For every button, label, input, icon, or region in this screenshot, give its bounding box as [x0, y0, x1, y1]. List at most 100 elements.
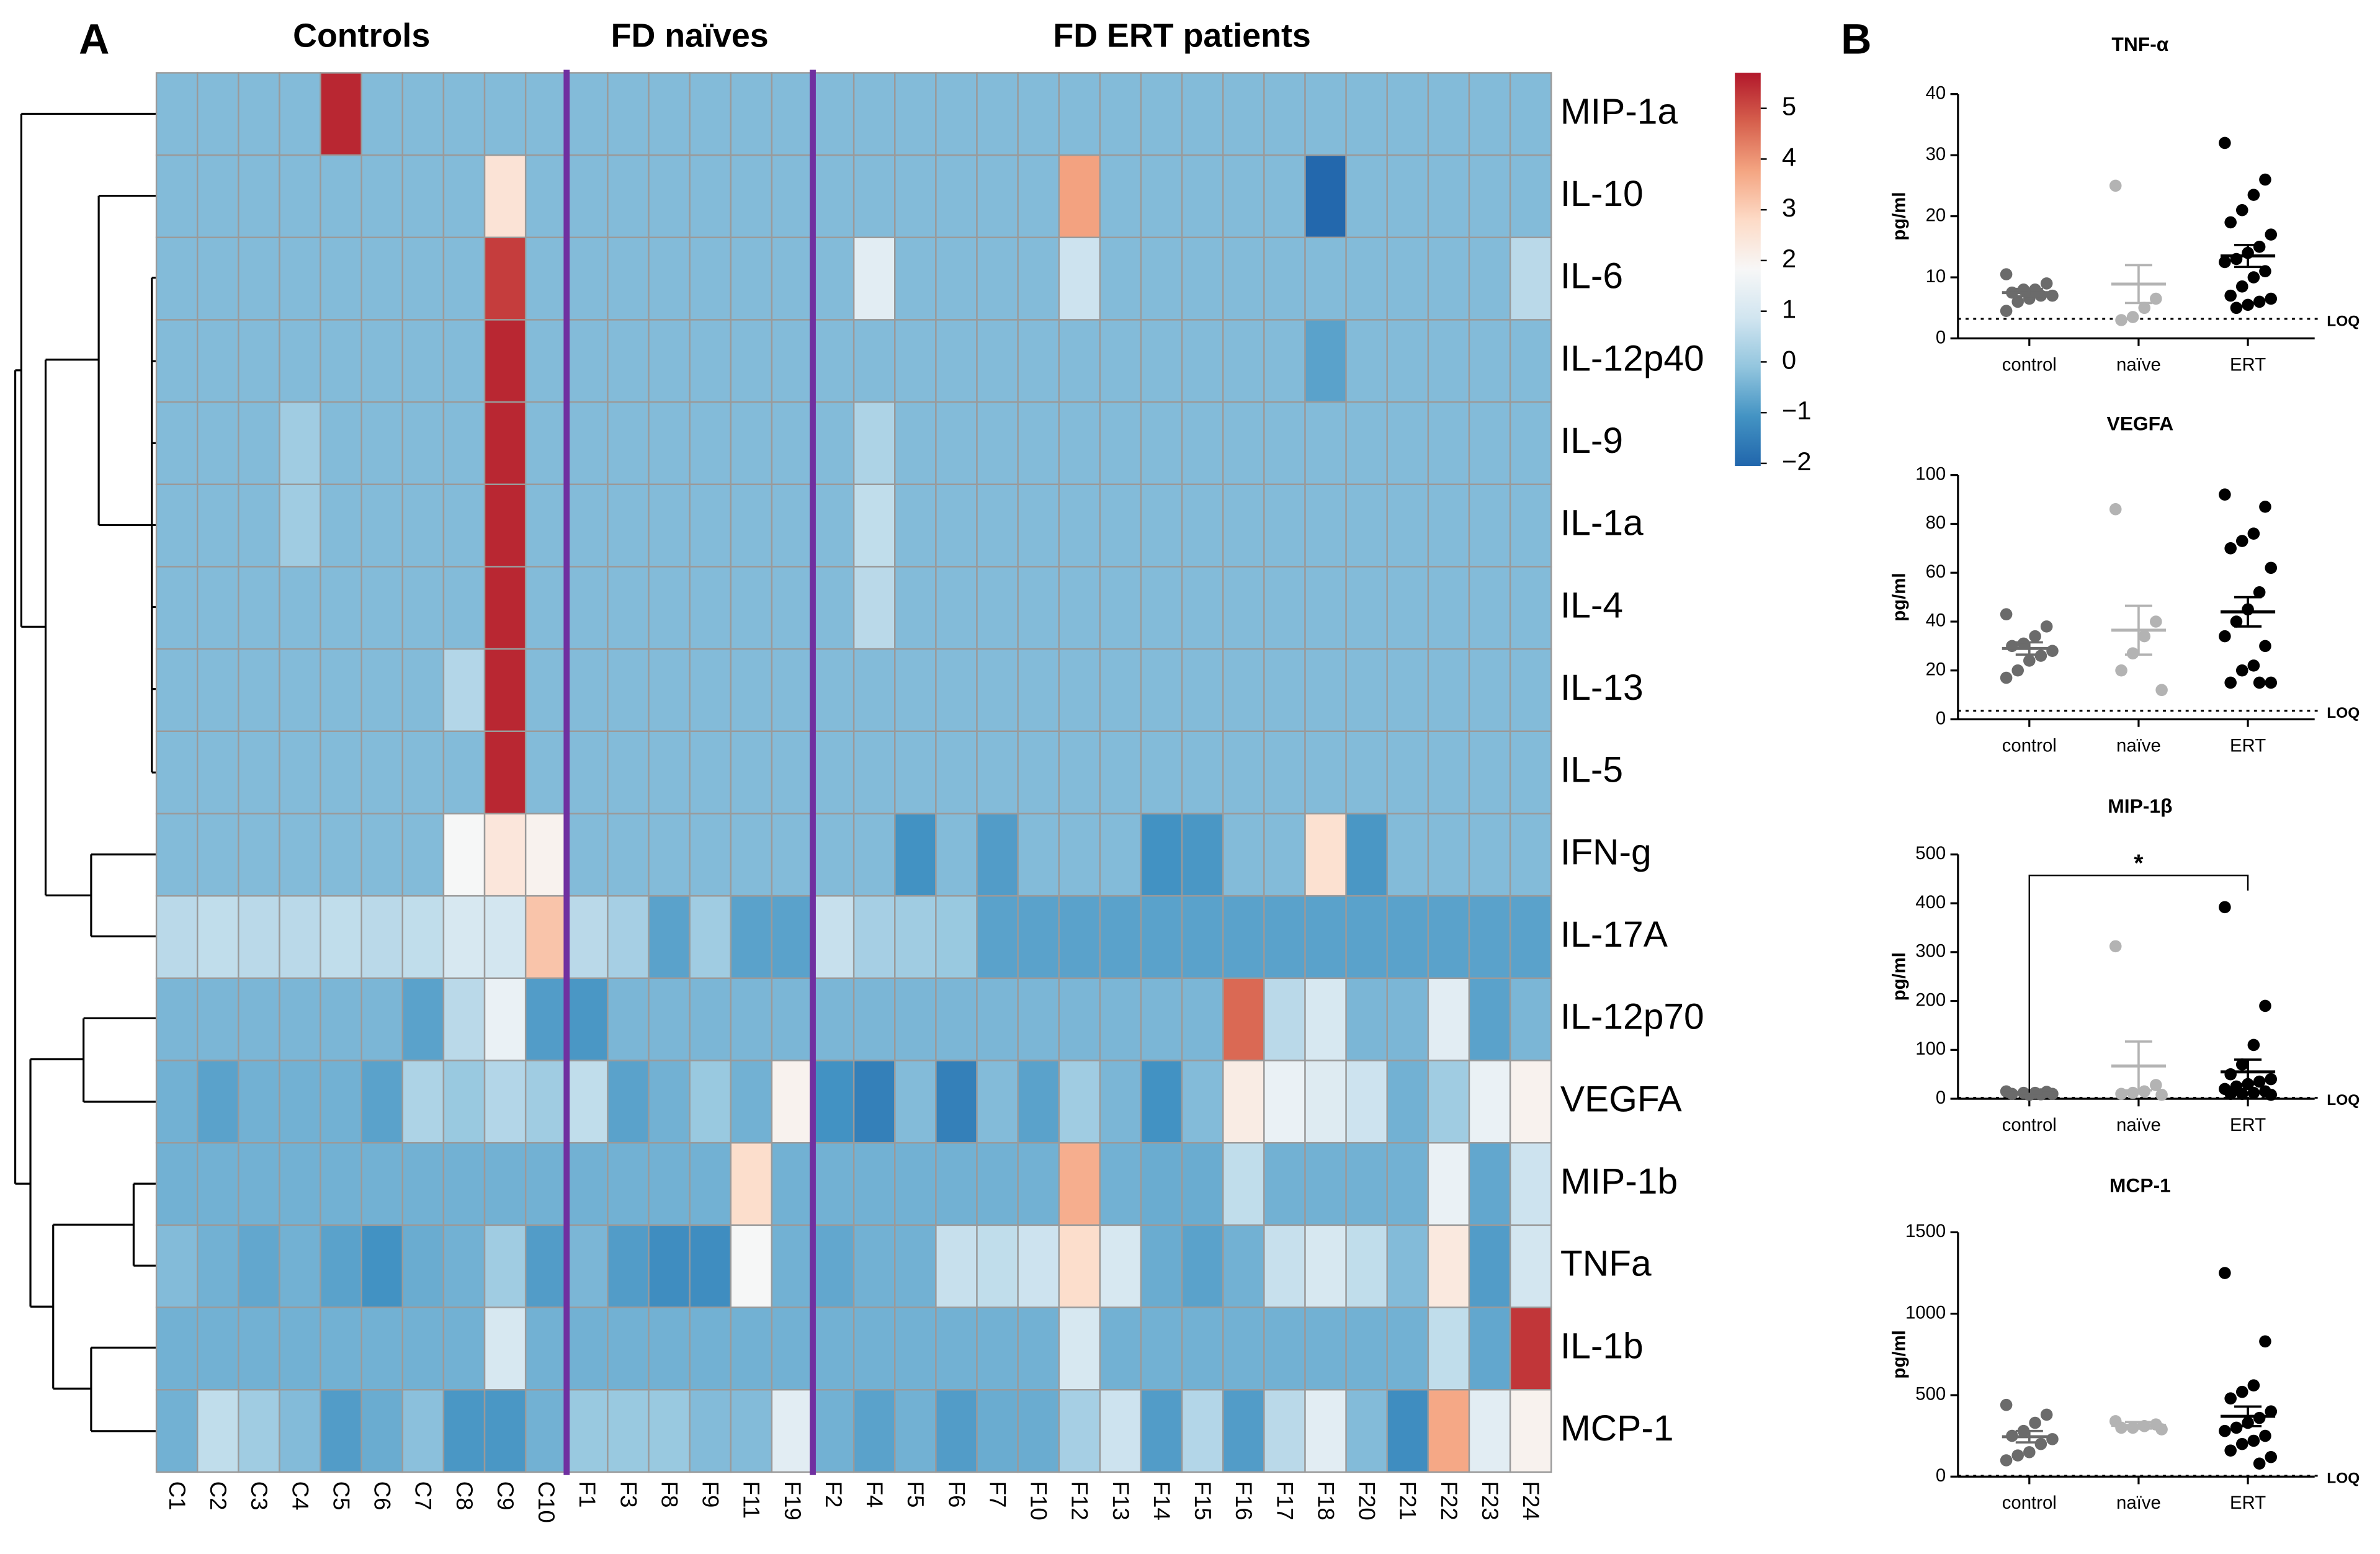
heatmap-cell [524, 72, 568, 156]
heatmap-cell [155, 401, 199, 486]
x-tick-label: control [2002, 1115, 2057, 1135]
heatmap-cell [1181, 483, 1224, 568]
data-point [2126, 1086, 2139, 1099]
colorbar-tick-label: 1 [1782, 295, 1796, 324]
heatmap-cell [730, 319, 773, 403]
heatmap-cell [976, 319, 1019, 403]
data-point [2011, 664, 2024, 677]
column-label: F9 [698, 1481, 723, 1508]
heatmap-cell [401, 1141, 445, 1226]
heatmap-cell [1509, 1060, 1552, 1144]
heatmap-cell [894, 1389, 937, 1473]
data-point [2247, 659, 2260, 672]
heatmap-cell [1427, 401, 1470, 486]
row-label: MIP-1b [1560, 1161, 1678, 1202]
colorbar-tick-label: 4 [1782, 142, 1796, 171]
y-tick-label: 400 [1915, 892, 1946, 913]
heatmap-cell [524, 730, 568, 815]
heatmap-cell [1509, 401, 1552, 486]
heatmap-cell [976, 236, 1019, 321]
heatmap-cell [320, 319, 362, 403]
heatmap-cell [442, 319, 486, 403]
heatmap-cell [320, 1060, 362, 1144]
heatmap-cell [320, 1141, 362, 1226]
heatmap-cell [1222, 401, 1265, 486]
heatmap-cell [935, 895, 978, 980]
heatmap-cell [566, 977, 609, 1061]
heatmap-cell [279, 483, 321, 568]
heatmap-cell [1263, 895, 1306, 980]
heatmap-cell [196, 895, 239, 980]
heatmap-cell [607, 1389, 650, 1473]
heatmap-cell [320, 977, 362, 1061]
y-axis-label: pg/ml [1889, 952, 1910, 1001]
data-point [2150, 1079, 2162, 1091]
y-axis-label: pg/ml [1889, 192, 1910, 240]
heatmap-cell [1263, 648, 1306, 733]
y-tick-label: 1500 [1905, 1221, 1946, 1241]
heatmap-cell [607, 977, 650, 1061]
y-tick-label: 1000 [1905, 1302, 1946, 1323]
heatmap-cell [442, 813, 486, 897]
heatmap-cell [1263, 72, 1306, 156]
heatmap-cell [320, 813, 362, 897]
heatmap-cell [771, 813, 814, 897]
sem-whisker [2015, 641, 2043, 656]
heatmap-cell [1222, 236, 1265, 321]
row-label: IL-6 [1560, 256, 1623, 297]
heatmap-cell [566, 319, 609, 403]
data-point [2235, 280, 2248, 293]
heatmap-cell [1222, 648, 1265, 733]
heatmap-cell [648, 730, 691, 815]
heatmap-cell [155, 1306, 199, 1391]
data-point [2247, 271, 2260, 284]
heatmap-cell [730, 813, 773, 897]
heatmap-cell [360, 72, 404, 156]
heatmap-cell [1427, 1389, 1470, 1473]
row-label: IFN-g [1560, 832, 1652, 872]
heatmap-cell [401, 1060, 445, 1144]
heatmap-cell [155, 1224, 199, 1308]
heatmap-cell [1222, 483, 1265, 568]
heatmap-cell [279, 730, 321, 815]
heatmap-cell [852, 648, 896, 733]
heatmap-cell [894, 1141, 937, 1226]
heatmap-cell [238, 1224, 280, 1308]
heatmap-cell [155, 1060, 199, 1144]
column-label: F24 [1518, 1481, 1544, 1521]
heatmap-cell [894, 566, 937, 650]
heatmap-cell [1468, 236, 1511, 321]
column-label: F2 [821, 1481, 846, 1508]
data-point [2259, 640, 2271, 653]
heatmap-cell [1468, 977, 1511, 1061]
heatmap-cell [607, 1224, 650, 1308]
column-label: F16 [1231, 1481, 1256, 1521]
heatmap-cell [524, 977, 568, 1061]
heatmap-cell [1099, 566, 1142, 650]
loq-label: LOQ [2327, 705, 2360, 721]
heatmap-cell [524, 319, 568, 403]
heatmap-cell [483, 483, 527, 568]
heatmap-cell [196, 1224, 239, 1308]
y-tick-label: 100 [1915, 1038, 1946, 1059]
heatmap-cell [566, 401, 609, 486]
heatmap-cell [689, 813, 732, 897]
heatmap-cell [238, 154, 280, 238]
heatmap-cell [360, 236, 404, 321]
data-point [2040, 620, 2053, 633]
heatmap-cell [1058, 1060, 1101, 1144]
heatmap-cell [1468, 1141, 1511, 1226]
heatmap-cell [279, 813, 321, 897]
heatmap-cell [812, 154, 855, 238]
column-label: C10 [534, 1481, 559, 1523]
heatmap-cell [852, 401, 896, 486]
heatmap-cell [1304, 483, 1347, 568]
heatmap-cell [1263, 566, 1306, 650]
heatmap-cell [1509, 72, 1552, 156]
heatmap-cell [360, 1306, 404, 1391]
heatmap-cell [1427, 977, 1470, 1061]
heatmap-cell [852, 1060, 896, 1144]
heatmap-cell [1386, 483, 1429, 568]
heatmap-cell [1058, 319, 1101, 403]
data-point [2224, 289, 2237, 302]
